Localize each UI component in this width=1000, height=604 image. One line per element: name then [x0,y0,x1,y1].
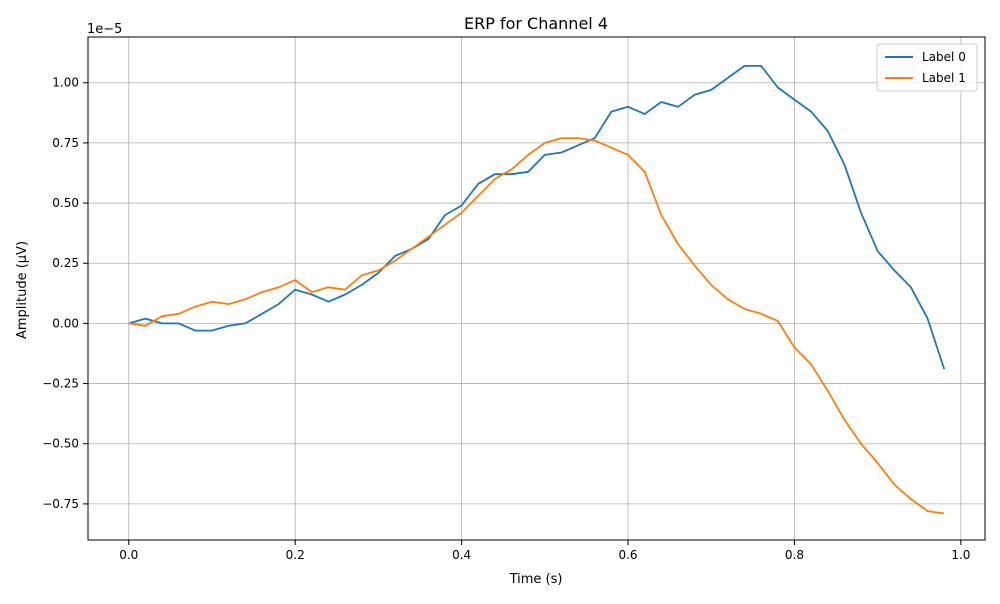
x-tick-label: 1.0 [951,548,970,562]
x-tick-label: 0.6 [618,548,637,562]
y-tick-label: 0.75 [52,136,79,150]
legend-box [876,43,978,92]
y-tick-label: 0.00 [52,316,79,330]
y-tick-label: 0.25 [52,256,79,270]
series-lines [128,65,946,515]
plot-frame [87,36,986,541]
series-line-label-1 [128,137,945,515]
chart-title: ERP for Channel 4 [464,14,608,33]
x-axis-ticks: 0.0 0.2 0.4 0.6 0.8 1.0 [119,540,970,562]
x-tick-label: 0.4 [452,548,471,562]
y-tick-label: 0.50 [52,196,79,210]
x-tick-label: 0.8 [785,548,804,562]
y-axis-ticks: −0.75 −0.50 −0.25 0.00 0.25 0.50 0.75 1.00 [42,76,88,511]
legend-label: Label 1 [922,71,966,85]
y-tick-label: −0.50 [42,437,79,451]
grid-lines [88,37,985,540]
legend: Label 0 Label 1 [876,43,978,92]
legend-label: Label 0 [922,50,966,64]
y-tick-label: 1.00 [52,76,79,90]
x-tick-label: 0.0 [119,548,138,562]
y-tick-label: −0.25 [42,377,79,391]
y-axis-label: Amplitude (µV) [15,241,30,339]
x-tick-label: 0.2 [286,548,305,562]
y-axis-offset-text: 1e−5 [87,22,122,37]
series-line-label-0 [128,65,946,370]
x-axis-label: Time (s) [509,572,563,587]
y-tick-label: −0.75 [42,497,79,511]
